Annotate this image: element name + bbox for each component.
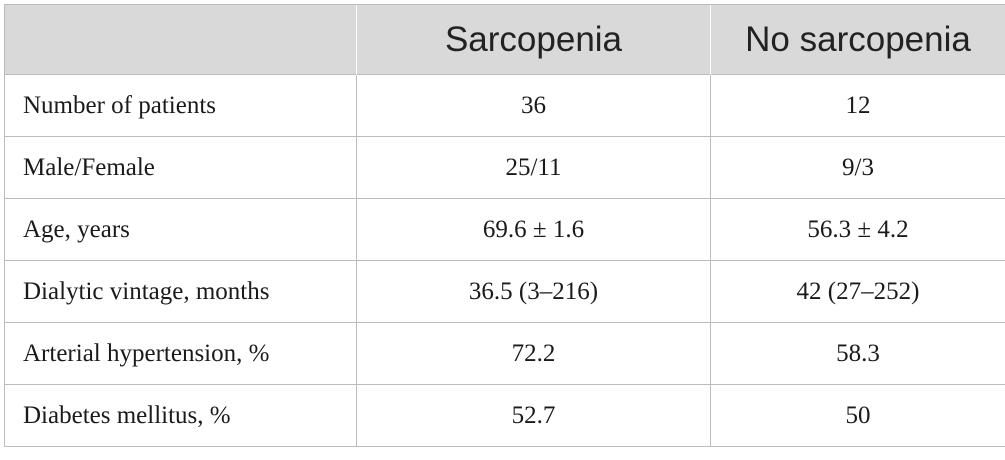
header-no-sarcopenia: No sarcopenia — [710, 4, 1005, 75]
no-sarcopenia-value: 50 — [710, 384, 1005, 447]
row-label: Age, years — [4, 198, 357, 261]
header-sarcopenia: Sarcopenia — [356, 4, 711, 75]
sarcopenia-value: 25/11 — [356, 136, 711, 199]
no-sarcopenia-value: 12 — [710, 74, 1005, 137]
header-empty-cell — [4, 4, 357, 75]
table-row: Diabetes mellitus, % 52.7 50 — [4, 384, 1005, 447]
row-label: Diabetes mellitus, % — [4, 384, 357, 447]
table-row: Age, years 69.6 ± 1.6 56.3 ± 4.2 — [4, 198, 1005, 261]
patient-characteristics-table: Sarcopenia No sarcopenia Number of patie… — [4, 4, 1005, 447]
table-row: Male/Female 25/11 9/3 — [4, 136, 1005, 199]
no-sarcopenia-value: 58.3 — [710, 322, 1005, 385]
row-label: Number of patients — [4, 74, 357, 137]
table-header-row: Sarcopenia No sarcopenia — [4, 4, 1005, 75]
sarcopenia-value: 36 — [356, 74, 711, 137]
row-label: Male/Female — [4, 136, 357, 199]
table-row: Number of patients 36 12 — [4, 74, 1005, 137]
no-sarcopenia-value: 9/3 — [710, 136, 1005, 199]
sarcopenia-value: 36.5 (3–216) — [356, 260, 711, 323]
table-row: Dialytic vintage, months 36.5 (3–216) 42… — [4, 260, 1005, 323]
no-sarcopenia-value: 42 (27–252) — [710, 260, 1005, 323]
sarcopenia-value: 52.7 — [356, 384, 711, 447]
sarcopenia-value: 69.6 ± 1.6 — [356, 198, 711, 261]
sarcopenia-value: 72.2 — [356, 322, 711, 385]
table-row: Arterial hypertension, % 72.2 58.3 — [4, 322, 1005, 385]
row-label: Dialytic vintage, months — [4, 260, 357, 323]
row-label: Arterial hypertension, % — [4, 322, 357, 385]
no-sarcopenia-value: 56.3 ± 4.2 — [710, 198, 1005, 261]
